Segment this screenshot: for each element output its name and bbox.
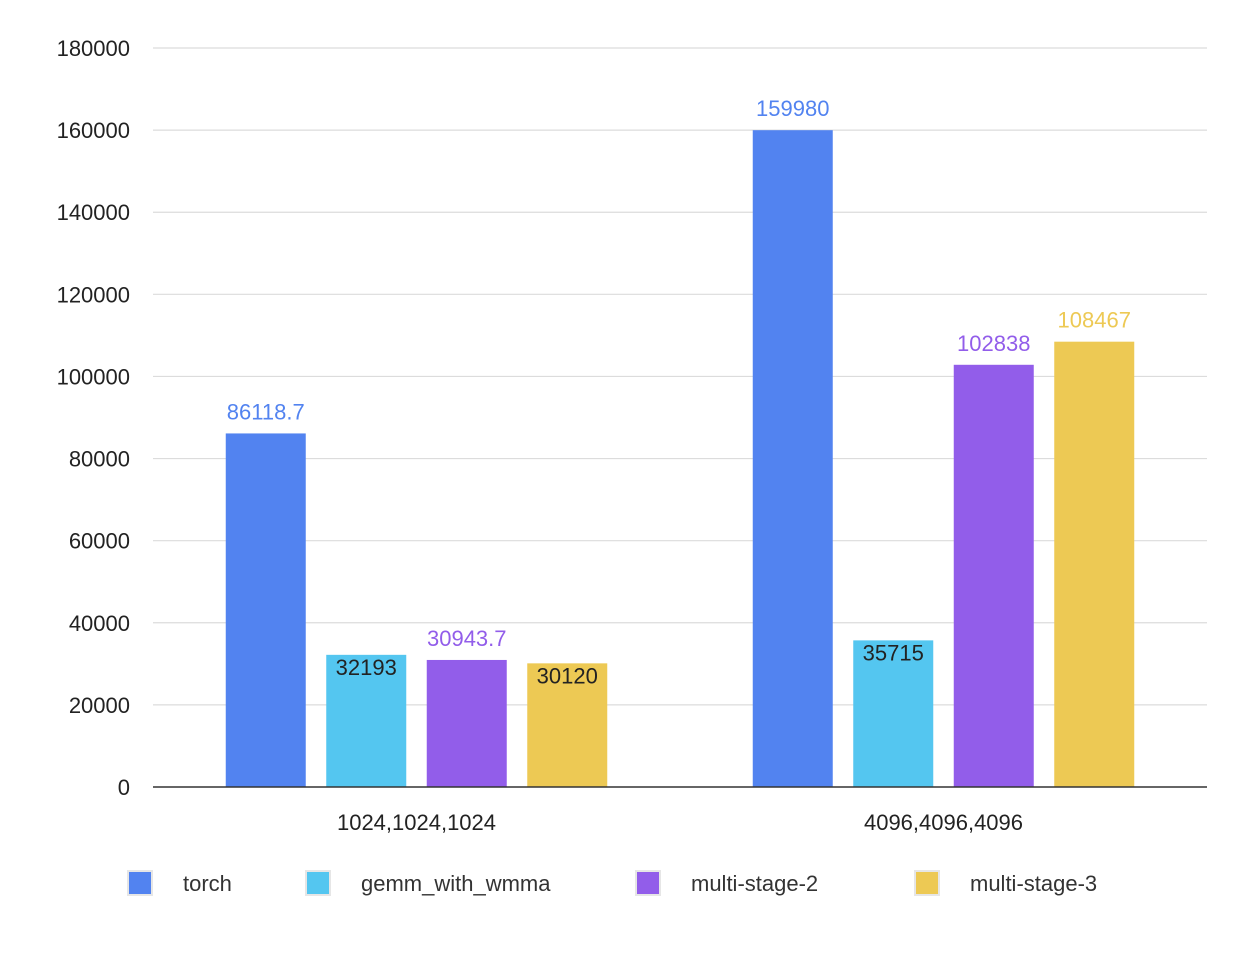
y-tick-label: 140000 — [57, 200, 130, 225]
y-tick-label: 100000 — [57, 364, 130, 389]
bar-gemm_with_wmma — [326, 654, 407, 787]
data-label: 35715 — [863, 640, 924, 665]
y-axis-tick-labels: 0 20000 40000 60000 80000 100000 120000 140000 1… — [57, 36, 130, 800]
bar-multi-stage-2 — [953, 364, 1034, 787]
y-tick-label: 160000 — [57, 118, 130, 143]
legend-label: multi-stage-2 — [691, 871, 818, 896]
legend: torch gemm_with_wmma multi-stage-2 multi-st… — [127, 870, 1097, 896]
legend-label: torch — [183, 871, 232, 896]
y-tick-label: 0 — [118, 775, 130, 800]
x-category-label: 4096,4096,4096 — [864, 810, 1023, 835]
data-labels: 86118.7 32193 30943.7 30120 159980 35715 10283… — [227, 96, 1131, 688]
data-label: 102838 — [957, 331, 1030, 356]
y-tick-label: 20000 — [69, 693, 130, 718]
legend-swatch-multi-stage-2 — [635, 870, 661, 896]
data-label: 30120 — [537, 663, 598, 688]
y-tick-label: 60000 — [69, 529, 130, 554]
data-label: 108467 — [1058, 308, 1131, 333]
legend-label: gemm_with_wmma — [361, 871, 551, 896]
data-label: 30943.7 — [427, 626, 507, 651]
y-tick-label: 180000 — [57, 36, 130, 61]
x-category-label: 1024,1024,1024 — [337, 810, 496, 835]
data-label: 32193 — [336, 655, 397, 680]
y-tick-label: 40000 — [69, 611, 130, 636]
bar-multi-stage-3 — [527, 663, 608, 787]
legend-label: multi-stage-3 — [970, 871, 1097, 896]
bars — [225, 130, 1135, 787]
legend-swatch-gemm_with_wmma — [305, 870, 331, 896]
bar-gemm_with_wmma — [853, 640, 934, 787]
bar-multi-stage-2 — [426, 659, 507, 787]
data-label: 159980 — [756, 96, 829, 121]
y-tick-label: 120000 — [57, 282, 130, 307]
x-axis-category-labels: 1024,1024,1024 4096,4096,4096 — [337, 810, 1023, 835]
y-tick-label: 80000 — [69, 447, 130, 472]
data-label: 86118.7 — [227, 399, 305, 424]
bar-torch — [752, 130, 833, 787]
bar-multi-stage-3 — [1054, 341, 1135, 787]
legend-swatch-multi-stage-3 — [914, 870, 940, 896]
bar-torch — [225, 433, 306, 787]
legend-swatch-torch — [127, 870, 153, 896]
grid-lines — [153, 47, 1207, 706]
